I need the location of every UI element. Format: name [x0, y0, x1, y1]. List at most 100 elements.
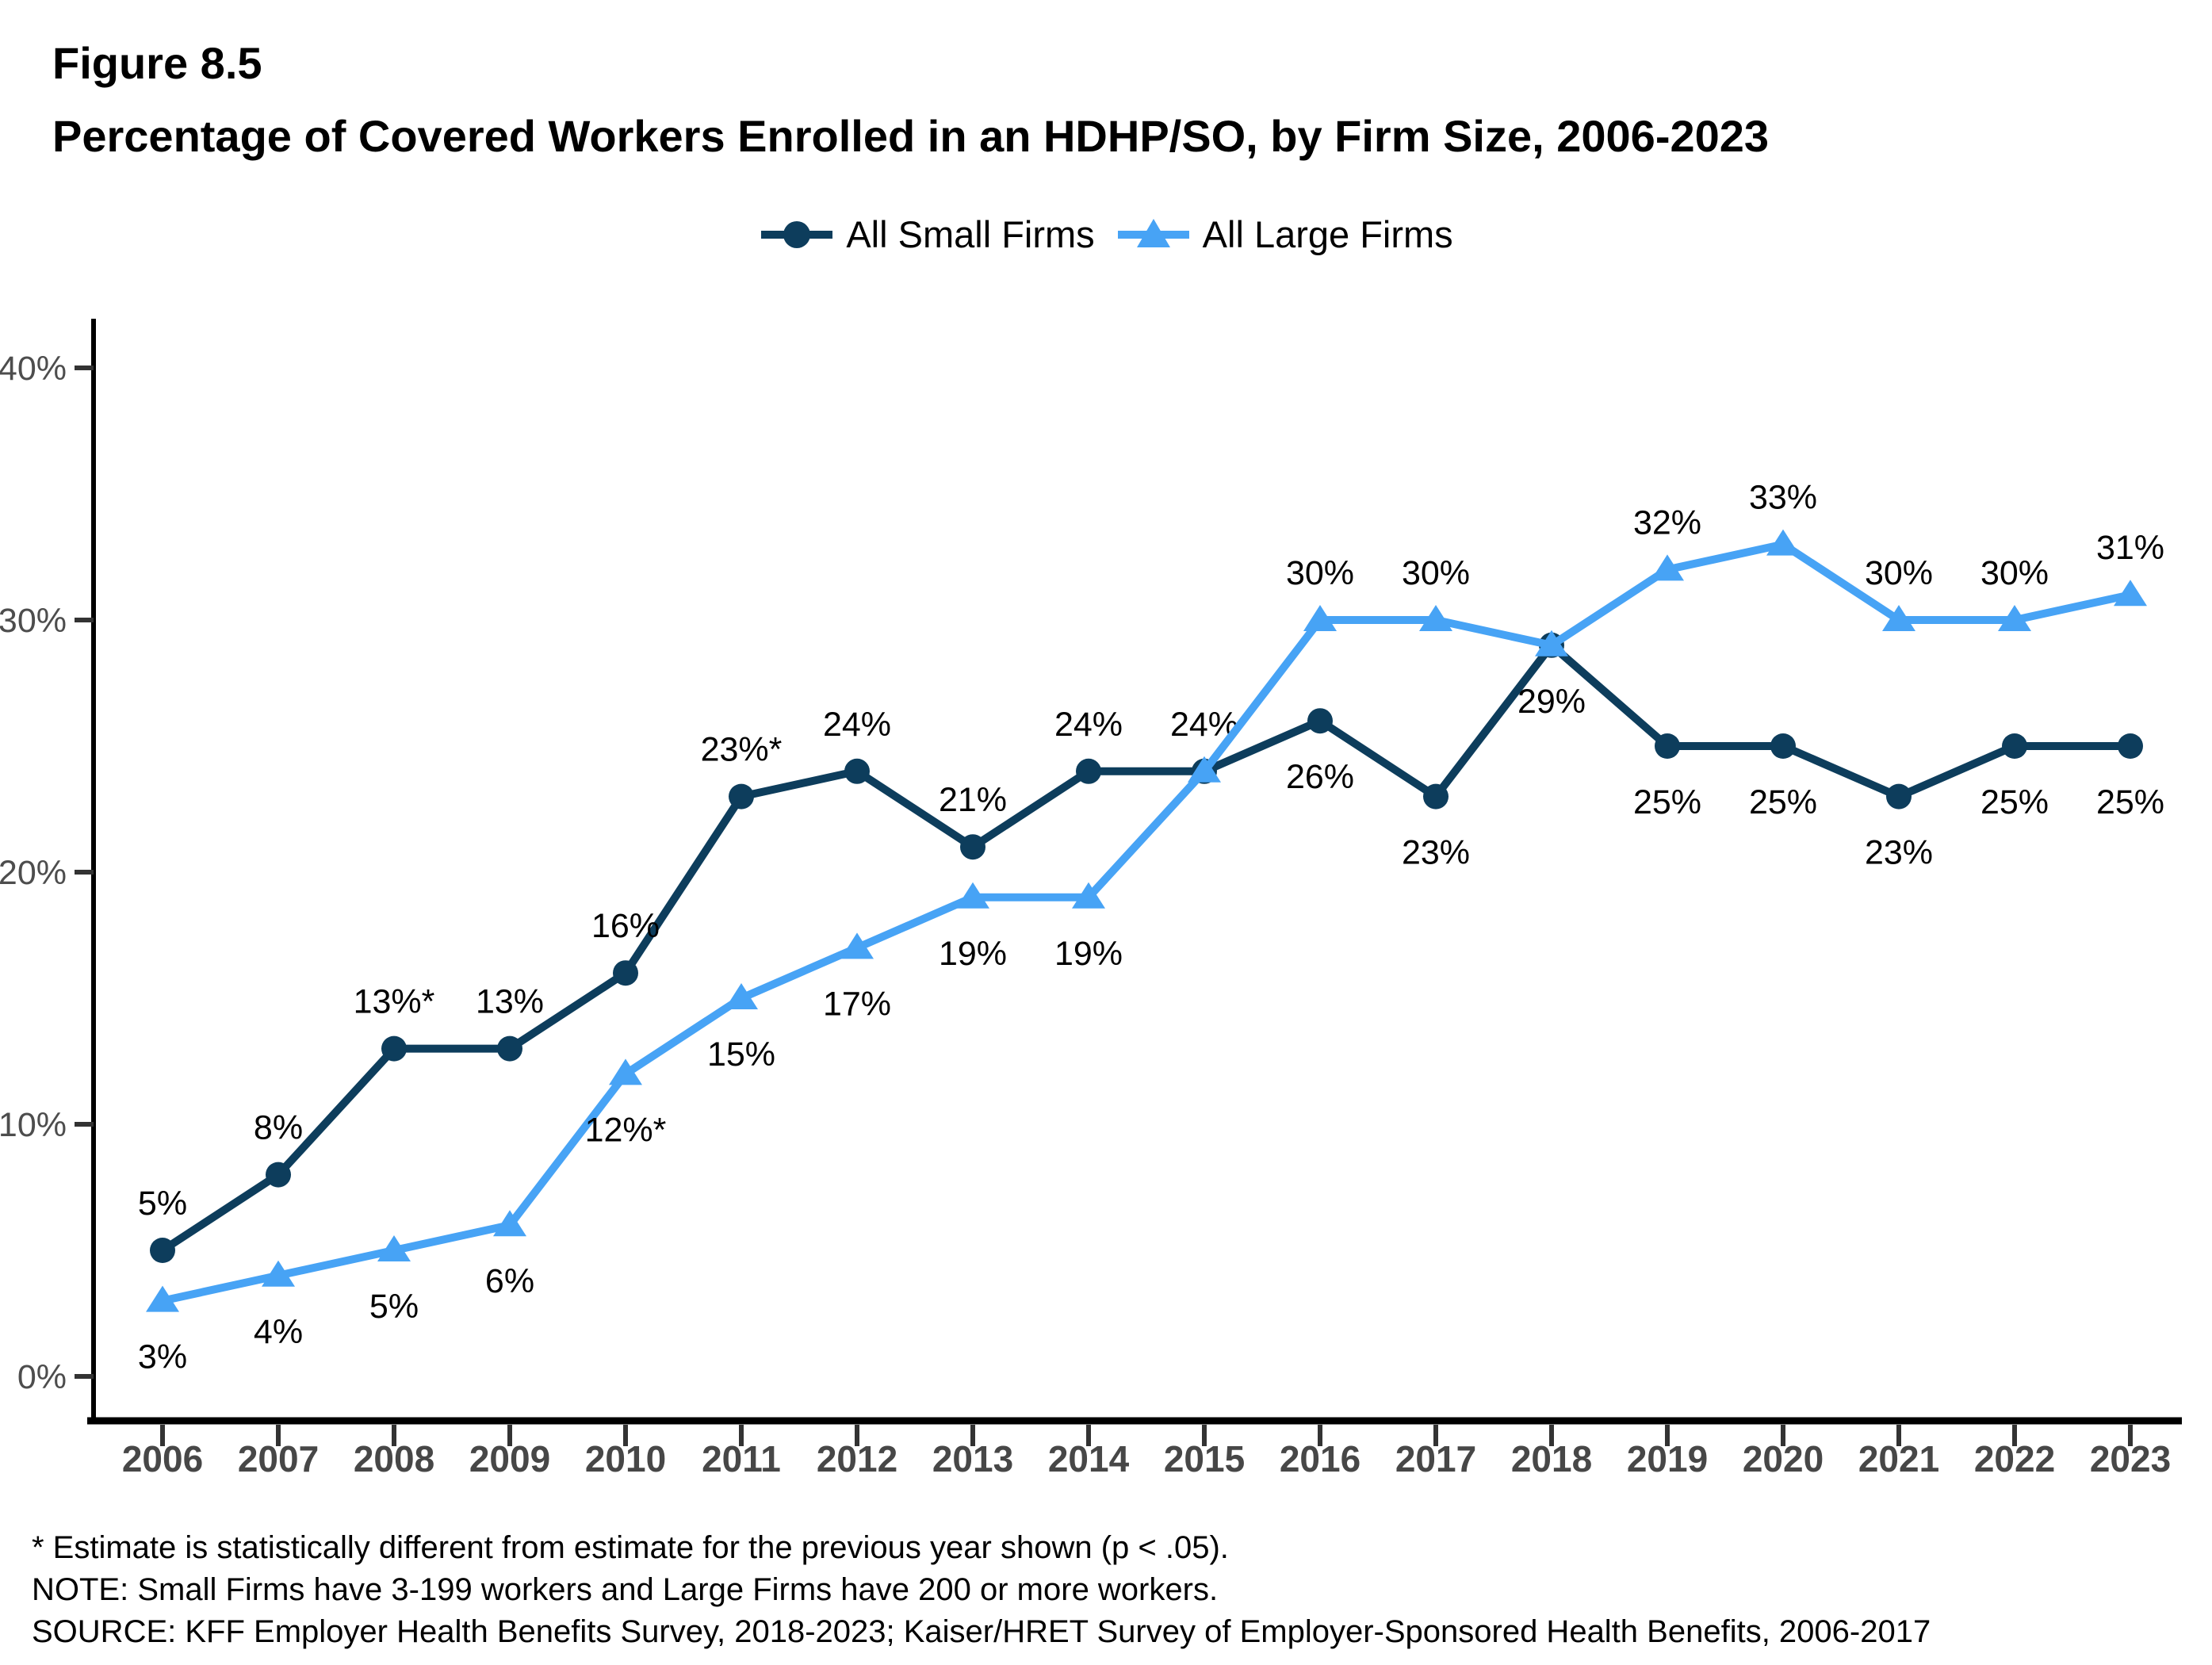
all-small-firms-line	[159, 641, 2134, 1254]
all-small-firms-point-label: 5%	[138, 1185, 187, 1223]
figure-label: Figure 8.5	[52, 38, 262, 88]
all-large-firms-point	[1419, 605, 1452, 631]
all-large-firms-point	[956, 882, 989, 909]
all-small-firms-point-label: 25%	[1980, 783, 2049, 821]
x-tick-label: 2019	[1627, 1438, 1708, 1479]
all-large-firms-point	[725, 983, 758, 1009]
small-firms-legend-marker	[761, 220, 833, 248]
all-large-firms-point	[1651, 554, 1684, 581]
all-small-firms-point	[381, 1035, 407, 1062]
all-small-firms-point	[497, 1035, 522, 1062]
x-tick-label: 2015	[1164, 1438, 1245, 1479]
all-large-firms-point	[1998, 605, 2031, 631]
all-large-firms-point-label: 31%	[2096, 529, 2164, 567]
all-small-firms-point	[844, 758, 870, 784]
all-large-firms-point	[262, 1260, 295, 1287]
all-large-firms-point-label: 30%	[1865, 554, 1933, 592]
header: Figure 8.5 Percentage of Covered Workers…	[52, 41, 1769, 159]
x-tick-label: 2014	[1048, 1438, 1130, 1479]
all-small-firms-point	[1886, 783, 1912, 810]
all-large-firms-point	[1882, 605, 1915, 631]
x-tick-label: 2009	[469, 1438, 550, 1479]
all-small-firms-point-label: 23%	[1865, 834, 1933, 872]
y-tick-label: 10%	[0, 1106, 67, 1144]
all-large-firms-point-label: 17%	[823, 985, 891, 1023]
all-large-firms-line	[159, 540, 2134, 1305]
y-tick-label: 40%	[0, 350, 67, 388]
all-large-firms-point	[1766, 529, 1800, 556]
footnote-note: NOTE: Small Firms have 3-199 workers and…	[32, 1572, 1219, 1608]
all-small-firms-point-label: 13%	[476, 983, 544, 1021]
all-small-firms-point-label: 8%	[254, 1109, 303, 1147]
all-large-firms-point	[1072, 882, 1105, 909]
x-tick-label: 2011	[702, 1438, 781, 1479]
all-large-firms-point	[840, 932, 874, 959]
all-small-firms-point	[1307, 708, 1333, 734]
x-tick-label: 2012	[817, 1438, 897, 1479]
legend: All Small Firms All Large Firms	[0, 212, 2212, 256]
all-large-firms-point-label: 12%*	[585, 1111, 667, 1149]
all-large-firms-point-label: 19%	[939, 935, 1007, 973]
all-large-firms-point	[1188, 756, 1221, 783]
x-tick-label: 2021	[1858, 1438, 1939, 1479]
all-small-firms-point	[150, 1238, 175, 1263]
all-small-firms-point	[2118, 733, 2143, 759]
all-large-firms-point-label: 5%	[369, 1288, 419, 1326]
all-large-firms-point-label: 6%	[485, 1262, 534, 1300]
all-large-firms-point	[146, 1285, 179, 1312]
x-tick-label: 2008	[354, 1438, 434, 1479]
all-small-firms-point	[729, 783, 754, 810]
x-tick-label: 2013	[932, 1438, 1013, 1479]
all-small-firms-point	[1770, 733, 1796, 759]
all-small-firms-point-label: 23%*	[701, 731, 783, 769]
x-tick-label: 2007	[238, 1438, 319, 1479]
legend-item-large-firms: All Large Firms	[1116, 212, 1453, 256]
all-large-firms-point-label: 15%	[707, 1035, 775, 1074]
footnotes: * Estimate is statistically different fr…	[32, 1527, 1931, 1654]
all-large-firms-point-label: 30%	[1286, 554, 1354, 592]
all-small-firms-point-label: 25%	[1633, 783, 1701, 821]
all-small-firms-point-label: 21%	[939, 781, 1007, 819]
y-tick-label: 20%	[0, 854, 67, 892]
all-large-firms-point	[377, 1235, 411, 1261]
all-small-firms-point-label: 13%*	[354, 983, 435, 1021]
footnote-source: SOURCE: KFF Employer Health Benefits Sur…	[32, 1614, 1931, 1650]
x-tick-label: 2006	[122, 1438, 203, 1479]
all-large-firms-point-label: 33%	[1749, 479, 1817, 517]
all-large-firms-point	[2114, 580, 2147, 607]
all-large-firms-point	[609, 1058, 642, 1085]
footnote-asterisk: * Estimate is statistically different fr…	[32, 1530, 1229, 1565]
x-tick-label: 2010	[585, 1438, 666, 1479]
x-tick-label: 2022	[1974, 1438, 2055, 1479]
all-large-firms-point-label: 32%	[1633, 503, 1701, 542]
all-large-firms-point	[493, 1210, 526, 1237]
all-small-firms-point-label: 23%	[1402, 834, 1470, 872]
large-firms-legend-marker	[1117, 218, 1189, 247]
all-large-firms-point-label: 4%	[254, 1313, 303, 1351]
y-tick-label: 30%	[0, 602, 67, 640]
all-small-firms-point	[1423, 783, 1449, 810]
y-tick-label: 0%	[17, 1358, 67, 1396]
x-tick-label: 2016	[1280, 1438, 1360, 1479]
legend-label-small-firms: All Small Firms	[846, 213, 1095, 255]
all-large-firms-point-label: 19%	[1054, 935, 1123, 973]
legend-label-large-firms: All Large Firms	[1202, 213, 1453, 255]
chart-title: Percentage of Covered Workers Enrolled i…	[52, 111, 1770, 161]
all-small-firms-point	[2002, 733, 2027, 759]
all-small-firms-point-label: 26%	[1286, 758, 1354, 796]
x-tick-label: 2018	[1511, 1438, 1592, 1479]
all-small-firms-point	[960, 834, 985, 860]
all-small-firms-point	[1655, 733, 1680, 759]
x-tick-label: 2017	[1395, 1438, 1476, 1479]
all-large-firms-point	[1303, 605, 1337, 631]
all-small-firms-point	[613, 960, 638, 986]
x-tick-label: 2023	[2090, 1438, 2171, 1479]
all-small-firms-point	[266, 1162, 291, 1188]
all-small-firms-point-label: 24%	[1054, 706, 1123, 744]
all-large-firms-point	[1535, 630, 1568, 656]
all-small-firms-point-label: 16%	[591, 907, 660, 945]
all-large-firms-point-label: 3%	[138, 1338, 187, 1376]
legend-item-small-firms: All Small Firms	[759, 212, 1095, 256]
all-large-firms-point-label: 30%	[1980, 554, 2049, 592]
